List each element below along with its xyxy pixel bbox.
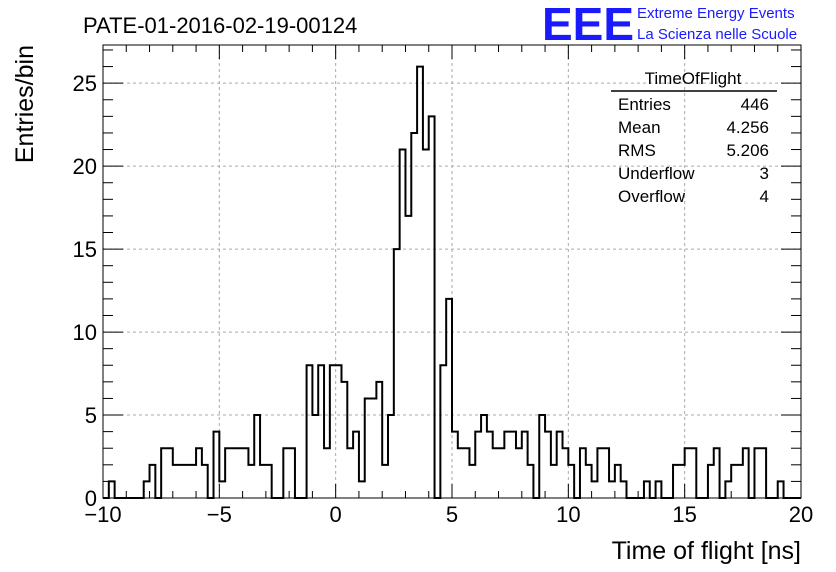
stats-row-label: Overflow	[618, 187, 686, 206]
histogram-bin	[679, 465, 685, 498]
stats-title: TimeOfFlight	[645, 69, 742, 88]
histogram-bin	[260, 465, 266, 498]
histogram-bin	[237, 448, 243, 498]
stats-row-value: 4	[760, 187, 769, 206]
histogram-bin	[737, 465, 743, 498]
logo-line-2: La Scienza nelle Scuole	[637, 26, 797, 43]
x-tick-labels: −10 −5 0 5 10 15 20	[84, 502, 813, 527]
histogram-bin	[173, 465, 179, 498]
y-axis-label: Entries/bin	[11, 45, 39, 163]
histogram-bin	[359, 481, 365, 498]
histogram-bin	[469, 465, 475, 498]
stats-box: TimeOfFlight Entries 446 Mean 4.256 RMS 5.206…	[611, 69, 777, 206]
y-tick-label: 10	[73, 320, 97, 345]
histogram-bin	[248, 465, 254, 498]
y-tick-labels: 0 5 10 15 20 25	[73, 71, 97, 511]
y-tick-label: 0	[85, 486, 97, 511]
x-tick-label: −5	[207, 502, 232, 527]
histogram-bin	[516, 448, 522, 498]
stats-row-label: Underflow	[618, 164, 695, 183]
logo-line-1: Extreme Energy Events	[637, 5, 795, 22]
y-tick-label: 20	[73, 154, 97, 179]
histogram-series	[103, 65, 801, 499]
x-tick-label: 0	[330, 502, 342, 527]
y-tick-label: 15	[73, 237, 97, 262]
x-tick-label: 20	[789, 502, 813, 527]
stats-row-value: 5.206	[726, 141, 769, 160]
histogram-bin	[458, 448, 464, 498]
stats-row-label: Entries	[618, 95, 671, 114]
chart-title: PATE-01-2016-02-19-00124	[83, 13, 357, 38]
histogram-bin	[493, 448, 499, 498]
histogram-bin	[231, 448, 237, 498]
histogram-bin	[423, 150, 429, 498]
stats-row-value: 3	[760, 164, 769, 183]
y-tick-label: 5	[85, 403, 97, 428]
x-tick-label: 5	[446, 502, 458, 527]
x-tick-label: 10	[556, 502, 580, 527]
histogram-bin	[609, 481, 615, 498]
histogram-bin	[405, 216, 411, 498]
histogram-bin	[184, 465, 190, 498]
histogram-bin	[371, 398, 377, 498]
histogram-bin	[190, 465, 196, 498]
histogram-bin	[382, 465, 388, 498]
histogram-bin	[347, 448, 353, 498]
histogram-bin	[312, 415, 318, 498]
axis-ticks	[102, 45, 802, 499]
histogram-bin	[324, 448, 330, 498]
x-axis-label: Time of flight [ns]	[612, 537, 801, 565]
histogram-bin	[592, 481, 598, 498]
eee-logo-mark: EEE	[542, 0, 634, 50]
histogram-bin	[179, 465, 185, 498]
stats-row-label: Mean	[618, 118, 661, 137]
y-tick-label: 25	[73, 71, 97, 96]
stats-row-value: 4.256	[726, 118, 769, 137]
stats-row-label: RMS	[618, 141, 656, 160]
histogram-bin	[551, 465, 557, 498]
histogram-bin	[499, 448, 505, 498]
stats-row-value: 446	[741, 95, 769, 114]
eee-logo: EEE Extreme Energy Events La Scienza nel…	[542, 0, 797, 50]
histogram-bin	[219, 481, 225, 498]
x-tick-label: −10	[84, 502, 121, 527]
histogram-bin	[336, 365, 342, 498]
histogram-step-line	[103, 65, 801, 499]
x-tick-label: 15	[672, 502, 696, 527]
